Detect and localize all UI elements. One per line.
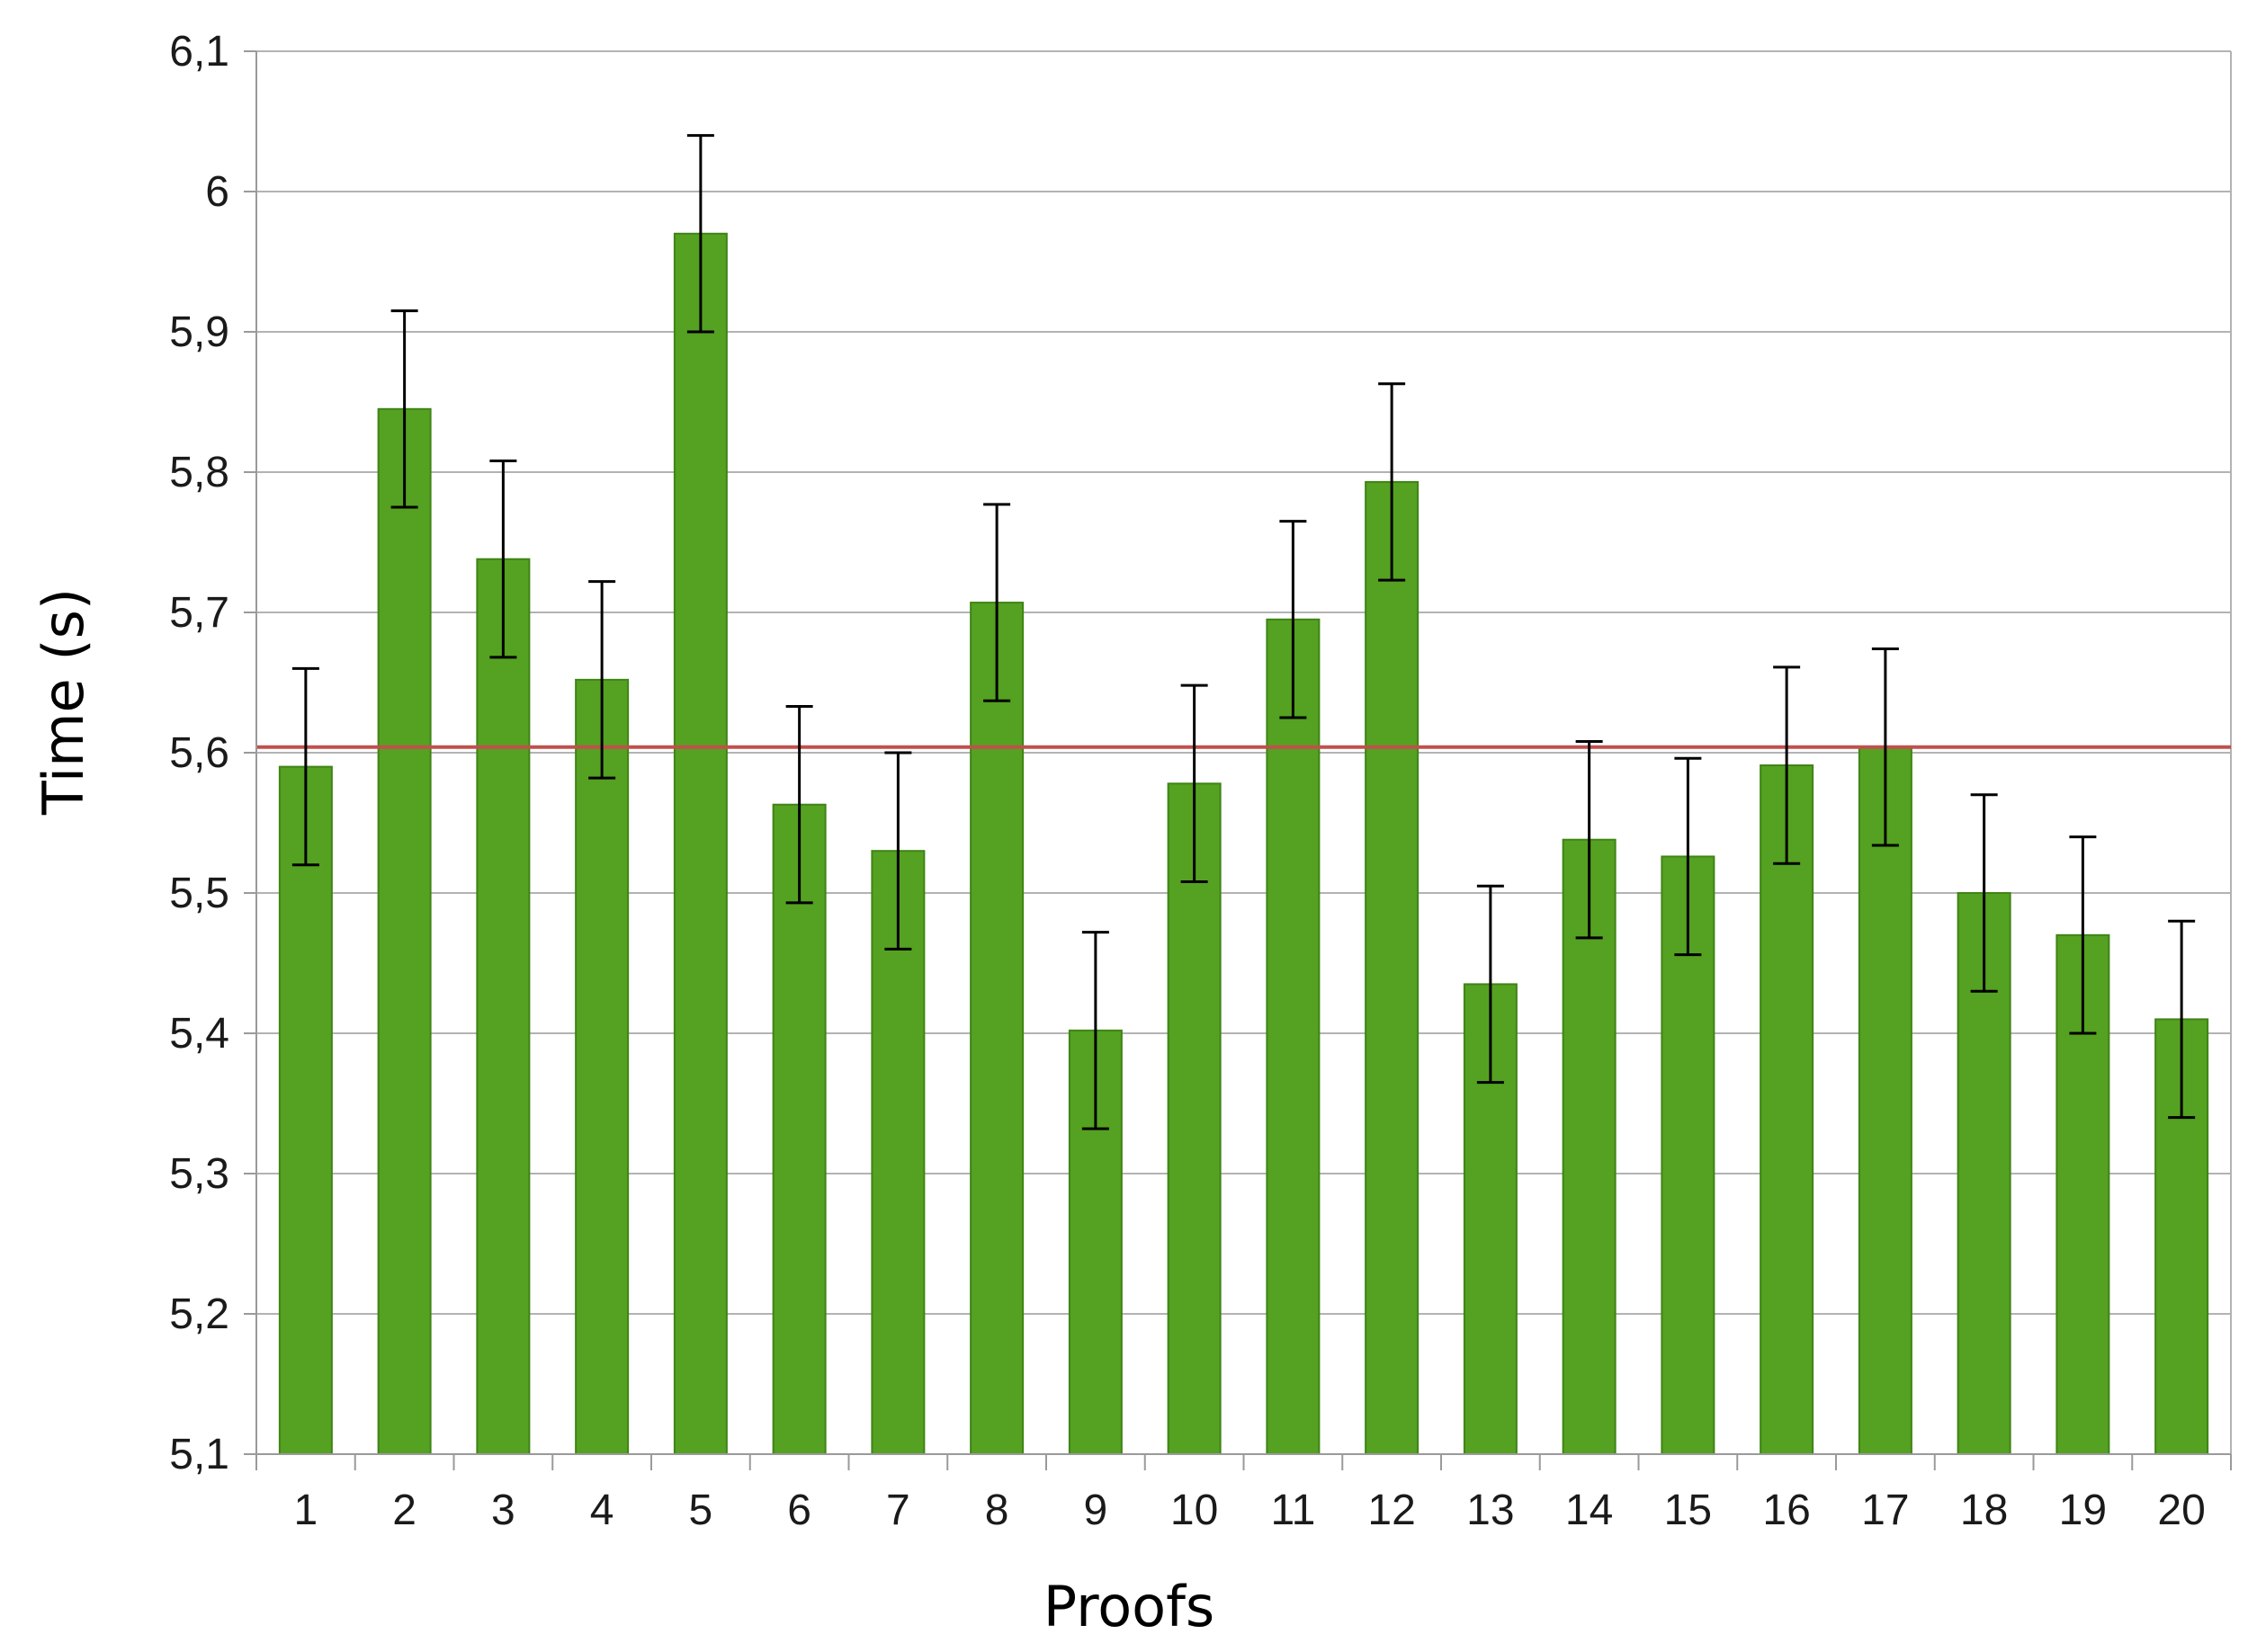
y-tick-label: 5,3 (169, 1150, 229, 1198)
x-axis-title: Proofs (1043, 1574, 1214, 1639)
x-tick-label: 12 (1367, 1487, 1415, 1534)
y-tick-label: 5,9 (169, 308, 229, 356)
x-tick-label: 1 (294, 1487, 318, 1534)
x-tick-label: 18 (1960, 1487, 2008, 1534)
bar (1266, 618, 1321, 1455)
x-tick-label: 17 (1861, 1487, 1909, 1534)
x-tick-label: 14 (1565, 1487, 1613, 1534)
error-bars (291, 134, 2196, 1130)
bar (1167, 782, 1222, 1455)
x-tick-label: 2 (392, 1487, 416, 1534)
x-tick-label: 13 (1466, 1487, 1514, 1534)
bar (772, 803, 827, 1455)
x-tick-label: 4 (590, 1487, 614, 1534)
y-tick-label: 5,8 (169, 449, 229, 496)
x-tick-label: 15 (1664, 1487, 1712, 1534)
bar (970, 602, 1025, 1455)
bar (1365, 480, 1420, 1455)
x-tick-label: 7 (886, 1487, 910, 1534)
bar (1858, 746, 1912, 1455)
grid-lines (256, 50, 2232, 1455)
y-tick-label: 6,1 (169, 28, 229, 76)
y-tick-label: 5,2 (169, 1290, 229, 1338)
x-tick-label: 5 (689, 1487, 713, 1534)
bar (673, 232, 728, 1455)
x-tick-label: 3 (491, 1487, 515, 1534)
x-tick-label: 6 (787, 1487, 811, 1534)
axes (244, 50, 2232, 1470)
bar (278, 765, 333, 1455)
x-tick-label: 19 (2059, 1487, 2107, 1534)
y-tick-label: 5,5 (169, 870, 229, 917)
x-tick-label: 16 (1762, 1487, 1810, 1534)
y-axis-title: Time (s) (31, 588, 96, 816)
x-tick-label: 9 (1084, 1487, 1108, 1534)
x-tick-label: 11 (1270, 1487, 1315, 1534)
bar (575, 678, 630, 1455)
tick-labels: 5,15,25,35,45,55,65,75,85,966,11 2 3 4 5 6 7 8 9… (169, 28, 2206, 1534)
x-tick-label: 10 (1170, 1487, 1218, 1534)
y-tick-label: 5,7 (169, 589, 229, 637)
x-tick-label: 8 (985, 1487, 1009, 1534)
x-tick-label: 20 (2157, 1487, 2205, 1534)
y-tick-label: 5,4 (169, 1010, 229, 1058)
y-tick-label: 5,1 (169, 1431, 229, 1478)
bar (377, 407, 432, 1455)
bar (476, 558, 531, 1455)
y-tick-label: 5,6 (169, 729, 229, 777)
bars (278, 232, 2209, 1456)
bar (1760, 764, 1814, 1455)
y-tick-label: 6 (205, 168, 229, 216)
